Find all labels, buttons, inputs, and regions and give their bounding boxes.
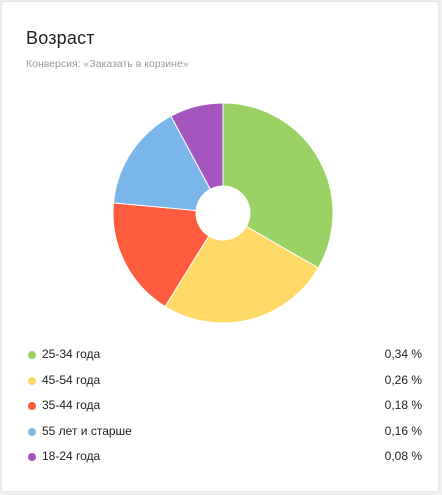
legend-value: 0,16 % <box>384 423 422 438</box>
legend-color-dot <box>28 402 36 410</box>
legend-color-dot <box>28 453 36 461</box>
donut-slice-2[interactable] <box>164 225 319 324</box>
legend-color-dot <box>28 427 36 436</box>
legend-label: 18-24 года <box>42 449 101 463</box>
donut-slice-1[interactable] <box>222 102 334 269</box>
legend-item[interactable]: 18-24 года 0,08 % <box>26 446 422 472</box>
legend-label: 45-54 года <box>42 372 101 387</box>
donut-slice-5[interactable] <box>170 102 224 190</box>
legend-item[interactable]: 25-34 года 0,34 % <box>26 344 422 370</box>
widget-title: Возраст <box>26 28 95 48</box>
legend-label: 55 лет и старше <box>42 423 132 438</box>
legend-label: 35-44 года <box>42 398 101 412</box>
legend-value: 0,34 % <box>384 347 422 361</box>
donut-slice-3[interactable] <box>112 202 210 308</box>
chart-legend: 25-34 года 0,34 % 45-54 года 0,26 % 35-44 го… <box>26 344 422 472</box>
widget-subtitle: Конверсия: «Заказать в корзине» <box>26 58 189 70</box>
donut-slice-4[interactable] <box>112 115 211 212</box>
legend-color-dot <box>28 376 36 385</box>
legend-item[interactable]: 45-54 года 0,26 % <box>26 370 422 396</box>
legend-value: 0,26 % <box>384 372 422 387</box>
legend-label: 25-34 года <box>42 347 101 361</box>
legend-value: 0,08 % <box>384 449 422 463</box>
legend-item[interactable]: 35-44 года 0,18 % <box>26 395 422 421</box>
legend-item[interactable]: 55 лет и старше 0,16 % <box>26 421 422 447</box>
legend-value: 0,18 % <box>384 398 422 412</box>
age-donut-chart <box>112 102 334 324</box>
legend-color-dot <box>28 351 36 359</box>
